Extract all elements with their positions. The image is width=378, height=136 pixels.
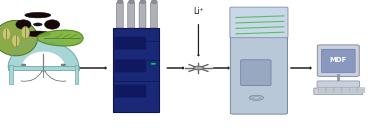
FancyBboxPatch shape <box>115 84 146 98</box>
Text: Li⁺: Li⁺ <box>193 7 204 16</box>
Ellipse shape <box>2 28 11 40</box>
Circle shape <box>151 63 156 65</box>
FancyBboxPatch shape <box>150 3 157 28</box>
Circle shape <box>249 95 263 100</box>
Circle shape <box>22 64 26 66</box>
FancyBboxPatch shape <box>314 88 363 95</box>
FancyBboxPatch shape <box>342 89 349 91</box>
FancyBboxPatch shape <box>318 91 325 93</box>
Circle shape <box>34 23 42 26</box>
Ellipse shape <box>140 0 146 3</box>
FancyBboxPatch shape <box>334 91 341 93</box>
FancyBboxPatch shape <box>342 91 349 93</box>
FancyBboxPatch shape <box>318 89 325 91</box>
Ellipse shape <box>25 13 51 18</box>
FancyBboxPatch shape <box>318 87 325 89</box>
Ellipse shape <box>129 0 135 3</box>
FancyBboxPatch shape <box>342 87 349 89</box>
FancyBboxPatch shape <box>326 89 333 91</box>
FancyBboxPatch shape <box>113 27 159 112</box>
Polygon shape <box>8 41 79 67</box>
FancyBboxPatch shape <box>75 65 78 84</box>
FancyBboxPatch shape <box>350 87 357 89</box>
FancyBboxPatch shape <box>334 87 341 89</box>
FancyBboxPatch shape <box>318 45 359 76</box>
FancyBboxPatch shape <box>358 91 365 93</box>
Ellipse shape <box>117 0 123 3</box>
FancyBboxPatch shape <box>350 91 357 93</box>
FancyBboxPatch shape <box>116 3 123 28</box>
FancyBboxPatch shape <box>334 89 341 91</box>
FancyBboxPatch shape <box>326 87 333 89</box>
FancyBboxPatch shape <box>128 3 135 28</box>
Text: MDF: MDF <box>330 57 347 63</box>
FancyBboxPatch shape <box>350 89 357 91</box>
FancyBboxPatch shape <box>230 7 288 38</box>
FancyBboxPatch shape <box>326 91 333 93</box>
FancyBboxPatch shape <box>9 65 12 84</box>
FancyBboxPatch shape <box>8 66 79 70</box>
FancyBboxPatch shape <box>115 59 146 73</box>
FancyBboxPatch shape <box>358 89 365 91</box>
FancyBboxPatch shape <box>321 49 355 72</box>
FancyBboxPatch shape <box>231 36 288 114</box>
FancyBboxPatch shape <box>358 87 365 89</box>
Ellipse shape <box>151 0 157 3</box>
FancyBboxPatch shape <box>139 3 146 28</box>
FancyBboxPatch shape <box>241 60 271 86</box>
Polygon shape <box>37 30 83 46</box>
Circle shape <box>194 66 203 70</box>
FancyBboxPatch shape <box>317 81 359 87</box>
Ellipse shape <box>45 20 60 29</box>
Ellipse shape <box>21 27 29 39</box>
Ellipse shape <box>16 20 31 29</box>
Ellipse shape <box>12 35 20 47</box>
Circle shape <box>61 64 65 66</box>
FancyBboxPatch shape <box>115 36 146 50</box>
Circle shape <box>253 97 260 99</box>
Ellipse shape <box>25 31 51 36</box>
Ellipse shape <box>0 20 38 56</box>
